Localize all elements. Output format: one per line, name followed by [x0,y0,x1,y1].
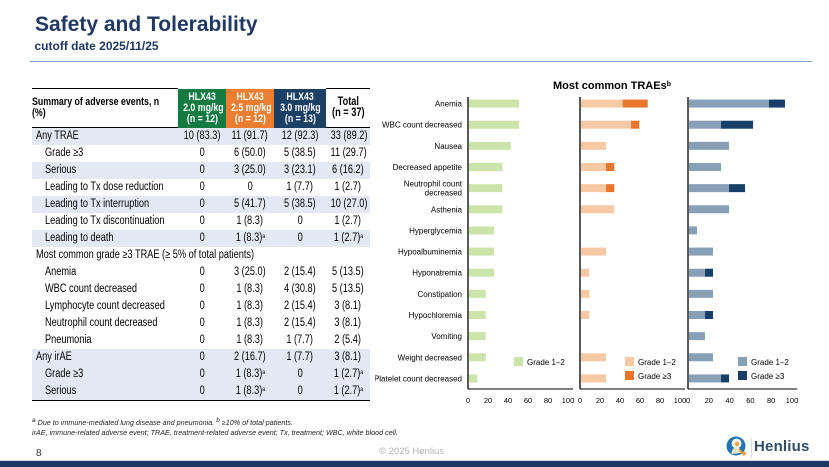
svg-text:20: 20 [484,396,492,405]
svg-text:decreased: decreased [425,189,462,198]
svg-text:Asthenia: Asthenia [431,205,463,214]
svg-text:Vomiting: Vomiting [431,332,462,341]
svg-text:40: 40 [725,396,733,405]
svg-text:60: 60 [746,396,754,405]
svg-text:100: 100 [786,396,799,405]
svg-text:0: 0 [578,396,582,405]
svg-text:Anemia: Anemia [435,100,463,109]
svg-text:Decreased appetite: Decreased appetite [393,163,463,172]
svg-text:20: 20 [705,396,713,405]
svg-text:Grade 1–2: Grade 1–2 [751,358,789,367]
svg-text:Constipation: Constipation [418,290,462,299]
svg-text:Hypochloremia: Hypochloremia [409,311,463,320]
svg-text:Grade ≥3: Grade ≥3 [751,372,785,381]
svg-text:Platelet count decreased: Platelet count decreased [375,374,462,383]
svg-text:60: 60 [636,396,644,405]
svg-text:0: 0 [466,396,470,405]
svg-text:Grade 1–2: Grade 1–2 [527,358,565,367]
svg-text:40: 40 [504,396,512,405]
svg-text:Hyponatremia: Hyponatremia [412,269,462,278]
svg-text:80: 80 [767,396,775,405]
svg-text:40: 40 [616,396,624,405]
svg-text:60: 60 [524,396,532,405]
svg-text:Grade 1–2: Grade 1–2 [638,358,676,367]
svg-text:100: 100 [562,396,575,405]
svg-text:Weight decreased: Weight decreased [398,353,462,362]
svg-text:Grade ≥3: Grade ≥3 [638,372,672,381]
svg-text:0: 0 [686,396,690,405]
svg-text:Hypoalbuminemia: Hypoalbuminemia [398,248,463,257]
svg-text:20: 20 [596,396,604,405]
svg-text:Hyperglycemia: Hyperglycemia [409,226,462,235]
svg-text:Neutrophil count: Neutrophil count [404,180,463,189]
svg-text:WBC count decreased: WBC count decreased [382,121,462,130]
svg-text:Nausea: Nausea [434,142,462,151]
svg-text:80: 80 [544,396,552,405]
svg-text:100: 100 [674,396,687,405]
svg-text:80: 80 [656,396,664,405]
svg-text:Most common TRAEsb: Most common TRAEsb [553,80,671,92]
